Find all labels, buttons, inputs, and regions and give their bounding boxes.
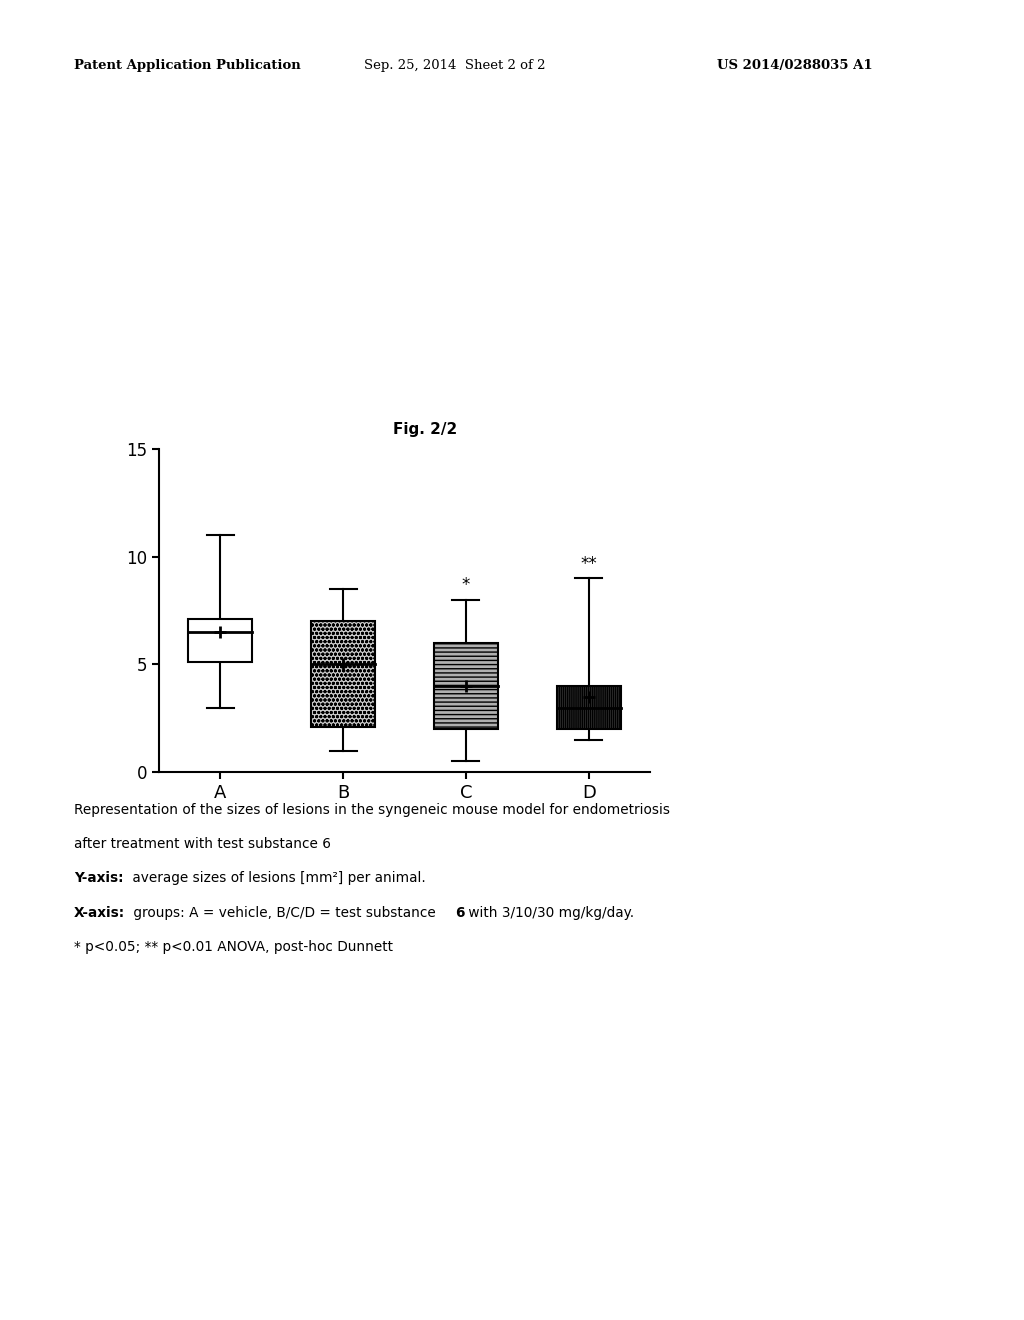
Text: Sep. 25, 2014  Sheet 2 of 2: Sep. 25, 2014 Sheet 2 of 2 (364, 59, 545, 73)
Text: X-axis:: X-axis: (74, 906, 125, 920)
Text: Fig. 2/2: Fig. 2/2 (393, 422, 457, 437)
Text: *: * (462, 577, 470, 594)
Text: average sizes of lesions [mm²] per animal.: average sizes of lesions [mm²] per anima… (128, 871, 426, 886)
Text: after treatment with test substance 6: after treatment with test substance 6 (74, 837, 331, 851)
Text: US 2014/0288035 A1: US 2014/0288035 A1 (717, 59, 872, 73)
Text: * p<0.05; ** p<0.01 ANOVA, post-hoc Dunnett: * p<0.05; ** p<0.01 ANOVA, post-hoc Dunn… (74, 940, 393, 954)
Bar (311, 622, 375, 727)
Text: Y-axis:: Y-axis: (74, 871, 123, 886)
Text: groups: A = vehicle, B/C/D = test substance: groups: A = vehicle, B/C/D = test substa… (129, 906, 440, 920)
Bar (188, 619, 252, 663)
Bar (557, 686, 621, 729)
Text: with 3/10/30 mg/kg/day.: with 3/10/30 mg/kg/day. (464, 906, 634, 920)
Text: Representation of the sizes of lesions in the syngeneic mouse model for endometr: Representation of the sizes of lesions i… (74, 803, 670, 817)
Text: **: ** (581, 554, 597, 573)
Text: Patent Application Publication: Patent Application Publication (74, 59, 300, 73)
Bar (434, 643, 498, 729)
Text: 6: 6 (455, 906, 464, 920)
